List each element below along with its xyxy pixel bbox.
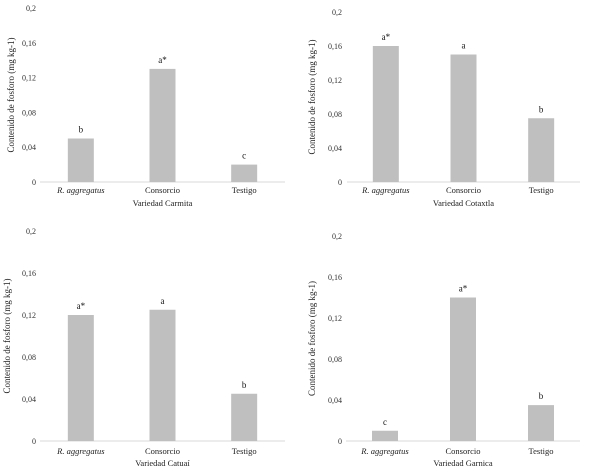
y-tick-label: 0,12 bbox=[328, 314, 342, 323]
y-tick-label: 0 bbox=[338, 437, 342, 446]
bar bbox=[450, 297, 476, 441]
data-label: b bbox=[539, 104, 544, 114]
category-label: Consorcio bbox=[145, 446, 180, 456]
y-tick-label: 0,12 bbox=[22, 311, 36, 320]
bar bbox=[149, 309, 176, 441]
bar bbox=[372, 46, 399, 182]
data-label: a* bbox=[459, 284, 468, 294]
bar bbox=[231, 393, 258, 441]
data-label: c bbox=[383, 417, 387, 427]
y-axis-title: Contenido de fosforo (mg kg-1) bbox=[2, 279, 12, 394]
y-tick-label: 0,16 bbox=[328, 273, 342, 282]
bar bbox=[149, 68, 176, 182]
data-label: a bbox=[462, 41, 466, 51]
data-label: b bbox=[539, 391, 544, 401]
y-tick-label: 0,04 bbox=[328, 396, 342, 405]
data-label: b bbox=[79, 125, 84, 135]
y-tick-label: 0,2 bbox=[332, 8, 342, 17]
bar bbox=[67, 315, 94, 441]
category-label: R. aggregatus bbox=[56, 185, 105, 195]
bar bbox=[231, 164, 258, 182]
x-axis-title: Variedad Cotaxtla bbox=[433, 198, 494, 208]
y-tick-label: 0,04 bbox=[328, 144, 342, 153]
data-label: a bbox=[161, 296, 165, 306]
x-axis-title: Variedad Garnica bbox=[433, 458, 492, 468]
x-axis-title: Variedad Catuaí bbox=[135, 458, 190, 468]
y-tick-label: 0,08 bbox=[328, 110, 342, 119]
category-label: Consorcio bbox=[145, 185, 180, 195]
category-label: Testigo bbox=[232, 185, 257, 195]
bar bbox=[67, 138, 94, 182]
category-label: Testigo bbox=[529, 185, 554, 195]
data-label: a* bbox=[158, 55, 167, 65]
y-tick-label: 0,04 bbox=[22, 395, 36, 404]
bar bbox=[372, 430, 398, 441]
category-label: Consorcio bbox=[446, 446, 481, 456]
bar bbox=[450, 54, 477, 182]
y-tick-label: 0,08 bbox=[22, 353, 36, 362]
y-tick-label: 0,2 bbox=[26, 227, 36, 236]
y-tick-label: 0,2 bbox=[26, 4, 36, 13]
data-label: c bbox=[242, 151, 246, 161]
chart-panel-4: 0 0,04 0,08 0,12 0,16 0,2 c R. aggregatus a* Cons… bbox=[307, 232, 580, 468]
category-label: Consorcio bbox=[446, 185, 481, 195]
y-tick-label: 0,16 bbox=[22, 269, 36, 278]
y-tick-label: 0,12 bbox=[328, 76, 342, 85]
y-axis-title: Contenido de fosforo (mg kg-1) bbox=[307, 40, 317, 155]
data-label: a* bbox=[382, 32, 391, 42]
category-label: Testigo bbox=[232, 446, 257, 456]
bar bbox=[528, 118, 555, 182]
bar bbox=[528, 405, 554, 441]
chart-panel-1: 0 0,04 0,08 0,12 0,16 0,2 b R. aggregatus a* Cons… bbox=[6, 4, 285, 208]
chart-panel-2: 0 0,04 0,08 0,12 0,16 0,2 a* R. aggregatus a Cons… bbox=[307, 8, 580, 208]
y-axis-title: Contenido de fosforo (mg kg-1) bbox=[307, 281, 317, 396]
y-tick-label: 0,08 bbox=[22, 108, 36, 117]
category-label: R. aggregatus bbox=[361, 185, 410, 195]
y-tick-label: 0 bbox=[32, 178, 36, 187]
y-tick-label: 0,16 bbox=[328, 42, 342, 51]
y-tick-label: 0 bbox=[32, 437, 36, 446]
y-tick-label: 0,2 bbox=[332, 232, 342, 241]
y-tick-label: 0 bbox=[338, 178, 342, 187]
x-axis-title: Variedad Carmita bbox=[133, 198, 193, 208]
category-label: R. aggregatus bbox=[56, 446, 105, 456]
data-label: a* bbox=[77, 301, 86, 311]
category-label: R. aggregatus bbox=[360, 446, 409, 456]
category-label: Testigo bbox=[529, 446, 554, 456]
data-label: b bbox=[242, 380, 247, 390]
y-axis-title: Contenido de fosforo (mg kg-1) bbox=[6, 38, 16, 153]
y-tick-label: 0,12 bbox=[22, 74, 36, 83]
y-tick-label: 0,04 bbox=[22, 143, 36, 152]
y-tick-label: 0,08 bbox=[328, 355, 342, 364]
chart-panel-3: 0 0,04 0,08 0,12 0,16 0,2 a* R. aggregatus a Cons… bbox=[2, 227, 285, 468]
y-tick-label: 0,16 bbox=[22, 39, 36, 48]
